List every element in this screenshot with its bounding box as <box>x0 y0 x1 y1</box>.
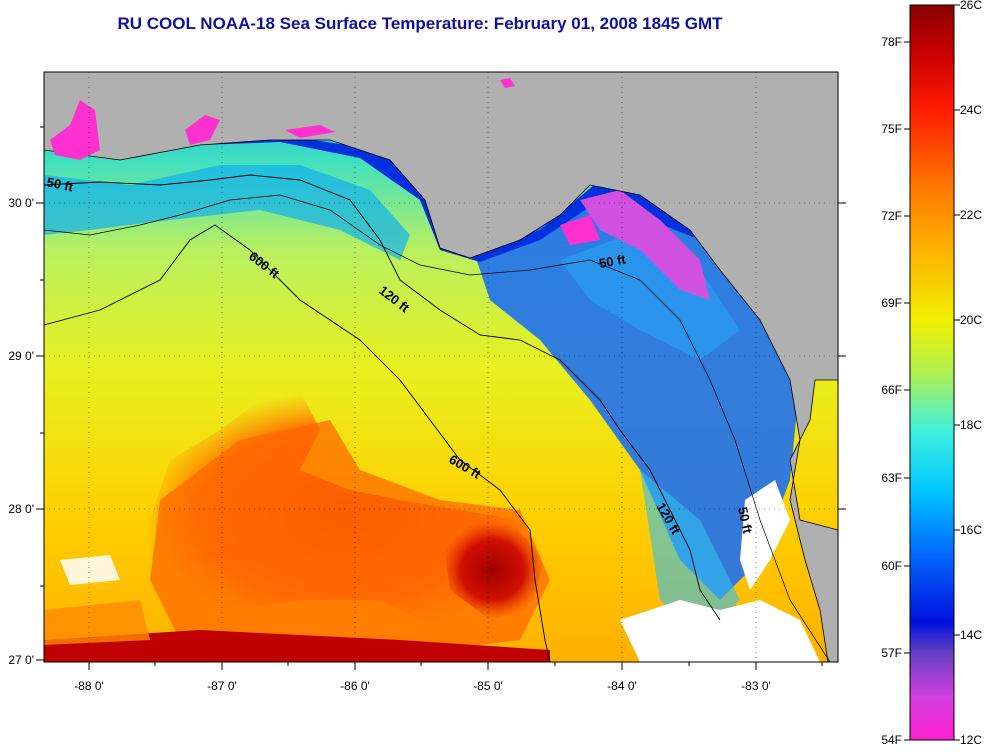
land-mass <box>44 72 838 662</box>
temperature-colorbar: 78F 75F 72F 69F 66F 63F 60F 57F 54F 26C … <box>881 0 982 747</box>
contour-label-50ft-south: 50 ft <box>735 506 755 536</box>
map-frame <box>43 71 839 663</box>
colorbar-fahrenheit-labels: 78F 75F 72F 69F 66F 63F 60F 57F 54F <box>881 35 902 747</box>
f-label-60: 60F <box>881 559 902 573</box>
f-label-72: 72F <box>881 209 902 223</box>
lat-tick-28: 28 0' <box>8 502 34 516</box>
f-label-75: 75F <box>881 122 902 136</box>
c-label-20: 20C <box>960 313 982 327</box>
longitude-axis: -88 0' -87 0' -86 0' -85 0' -84 0' -83 0… <box>74 679 771 693</box>
c-label-26: 26C <box>960 0 982 12</box>
lon-tick-88: -88 0' <box>74 679 104 693</box>
map-title: RU COOL NOAA-18 Sea Surface Temperature:… <box>117 14 723 33</box>
c-label-18: 18C <box>960 418 982 432</box>
lat-tick-29: 29 0' <box>8 349 34 363</box>
c-label-22: 22C <box>960 208 982 222</box>
c-label-16: 16C <box>960 523 982 537</box>
map-panel <box>44 72 838 662</box>
c-label-12: 12C <box>960 733 982 747</box>
lat-tick-30: 30 0' <box>8 196 34 210</box>
c-label-24: 24C <box>960 103 982 117</box>
f-label-69: 69F <box>881 296 902 310</box>
f-label-66: 66F <box>881 383 902 397</box>
f-label-54: 54F <box>881 733 902 747</box>
frame-ticks <box>36 126 846 670</box>
f-label-63: 63F <box>881 471 902 485</box>
colorbar-celsius-labels: 26C 24C 22C 20C 18C 16C 14C 12C <box>960 0 982 747</box>
contour-label-50ft-east: 50 ft <box>598 251 628 271</box>
f-label-57: 57F <box>881 646 902 660</box>
lon-tick-87: -87 0' <box>207 679 237 693</box>
lon-tick-85: -85 0' <box>473 679 503 693</box>
c-label-14: 14C <box>960 628 982 642</box>
contour-label-50ft-west: 50 ft <box>45 174 75 194</box>
lat-tick-27: 27 0' <box>8 653 34 667</box>
lon-tick-83: -83 0' <box>741 679 771 693</box>
f-label-78: 78F <box>881 35 902 49</box>
latitude-axis: 30 0' 29 0' 28 0' 27 0' <box>8 196 34 667</box>
lon-tick-86: -86 0' <box>340 679 370 693</box>
colorbar-gradient <box>909 4 955 741</box>
lon-tick-84: -84 0' <box>607 679 637 693</box>
